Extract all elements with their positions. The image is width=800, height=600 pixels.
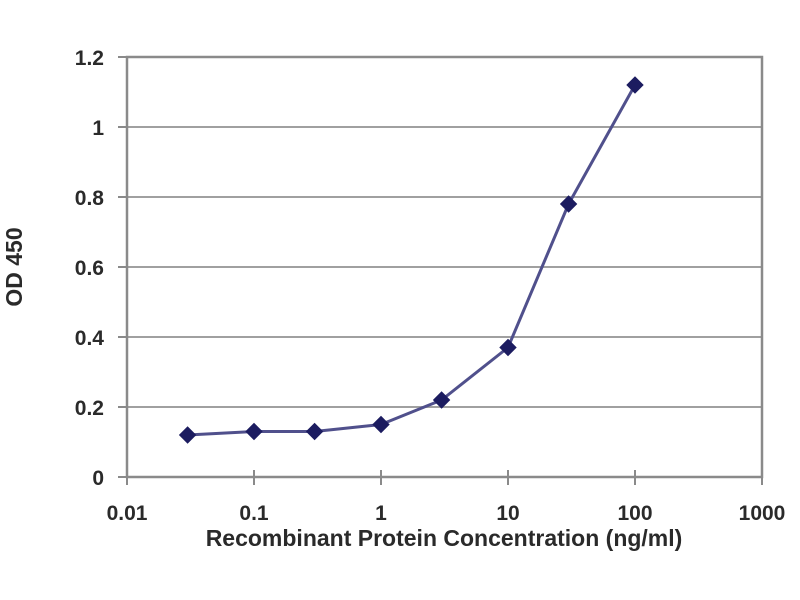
y-tick-label: 0 [92, 467, 104, 490]
y-axis-title: OD 450 [1, 227, 27, 306]
data-series [178, 76, 644, 444]
axis-ticks [118, 56, 763, 485]
x-tick-label: 0.1 [239, 502, 269, 525]
data-point-marker [432, 391, 451, 409]
data-point-marker [305, 422, 324, 441]
data-point-marker [499, 338, 517, 357]
y-tick-label: 0.8 [75, 187, 105, 210]
y-tick-label: 1.2 [75, 47, 104, 70]
y-tick-label: 0.2 [75, 397, 104, 420]
data-point-marker [178, 426, 197, 444]
x-tick-label: 1 [375, 502, 387, 525]
y-tick-label: 0.6 [75, 257, 104, 280]
data-point-marker [559, 195, 578, 213]
y-tick-label: 0.4 [75, 327, 105, 350]
data-point-marker [626, 76, 644, 94]
y-tick-labels: 0 0.2 0.4 0.6 0.8 1 1.2 [75, 47, 105, 490]
x-tick-label: 100 [617, 502, 652, 525]
x-axis-title: Recombinant Protein Concentration (ng/ml… [206, 525, 683, 551]
x-tick-label: 1000 [739, 502, 786, 525]
gridlines [127, 56, 762, 408]
data-point-marker [372, 415, 390, 434]
data-point-marker [245, 422, 263, 441]
x-tick-labels: 0.01 0.1 1 10 100 1000 [107, 502, 786, 525]
x-tick-label: 10 [496, 502, 519, 525]
y-tick-label: 1 [92, 117, 104, 140]
series-line [186, 83, 637, 437]
x-tick-label: 0.01 [107, 502, 148, 525]
